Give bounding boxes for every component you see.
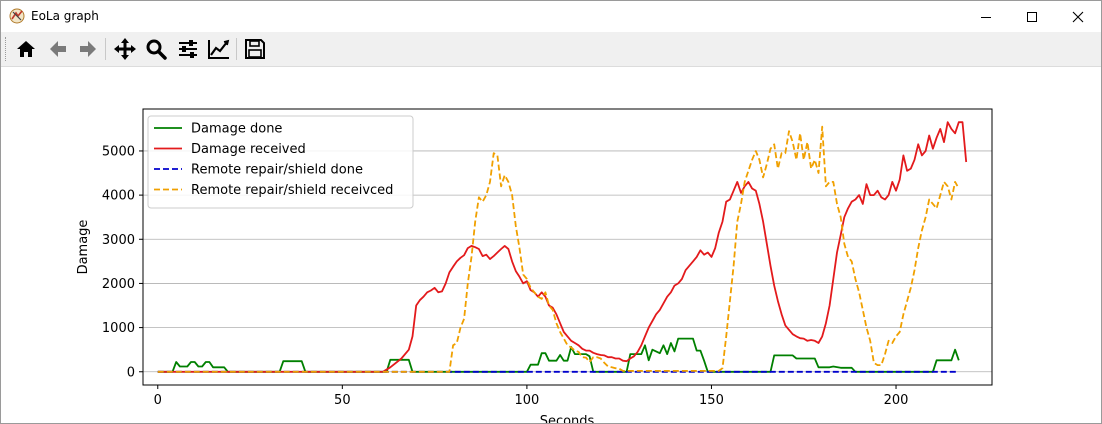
- y-tick-label: 3000: [102, 233, 135, 248]
- pan-button[interactable]: [112, 36, 138, 62]
- line-chart-icon: [208, 39, 230, 59]
- minimize-icon: [981, 16, 991, 18]
- legend-entry: Remote repair/shield receivced: [191, 183, 393, 198]
- x-tick-label: 200: [884, 393, 909, 408]
- subplots-button[interactable]: [175, 36, 201, 62]
- series-line-4: [157, 125, 960, 373]
- series-line-2: [157, 121, 968, 373]
- legend-entry: Damage done: [191, 122, 282, 137]
- y-tick-label: 5000: [102, 144, 135, 159]
- legend-entry: Remote repair/shield done: [191, 163, 363, 178]
- x-tick-label: 100: [514, 393, 539, 408]
- y-axis-label: Damage: [76, 220, 91, 275]
- back-button[interactable]: [45, 36, 71, 62]
- toolbar-grip: [5, 37, 9, 61]
- toolbar: [1, 32, 1101, 67]
- app-logo-icon: [9, 8, 25, 24]
- maximize-icon: [1027, 11, 1037, 22]
- save-icon: [245, 39, 265, 59]
- pan-icon: [114, 38, 136, 60]
- title-bar: EoLa graph: [1, 1, 1101, 32]
- x-tick-label: 150: [699, 393, 724, 408]
- close-button[interactable]: [1055, 1, 1101, 32]
- figure-canvas[interactable]: 0 1000 2000 3000 4000 5000 0 50 100 150 200 Damage…: [1, 67, 1101, 423]
- home-icon: [17, 41, 35, 57]
- series-line-1: [157, 337, 960, 373]
- legend-entry: Damage received: [191, 142, 306, 157]
- close-icon: [1072, 11, 1084, 22]
- x-tick-label: 50: [334, 393, 351, 408]
- maximize-button[interactable]: [1009, 1, 1055, 32]
- y-tick-label: 1000: [102, 321, 135, 336]
- x-axis-label: Seconds: [540, 414, 595, 423]
- back-arrow-icon: [50, 41, 66, 57]
- y-tick-label: 0: [127, 365, 135, 380]
- y-tick-label: 2000: [102, 277, 135, 292]
- forward-button[interactable]: [75, 36, 101, 62]
- chart[interactable]: 0 1000 2000 3000 4000 5000 0 50 100 150 200 Damage…: [1, 67, 1101, 423]
- plot-frame: [142, 108, 993, 386]
- x-tick-label: 0: [154, 393, 162, 408]
- toolbar-separator: [105, 38, 106, 60]
- axes-edit-button[interactable]: [206, 36, 232, 62]
- forward-arrow-icon: [80, 41, 96, 57]
- window-title: EoLa graph: [31, 9, 99, 23]
- toolbar-separator: [236, 38, 237, 60]
- home-button[interactable]: [13, 36, 39, 62]
- save-button[interactable]: [242, 36, 268, 62]
- sliders-icon: [179, 40, 197, 58]
- zoom-icon: [146, 39, 167, 60]
- zoom-button[interactable]: [143, 36, 169, 62]
- legend: [147, 115, 414, 209]
- y-tick-label: 4000: [102, 189, 135, 204]
- minimize-button[interactable]: [963, 1, 1009, 32]
